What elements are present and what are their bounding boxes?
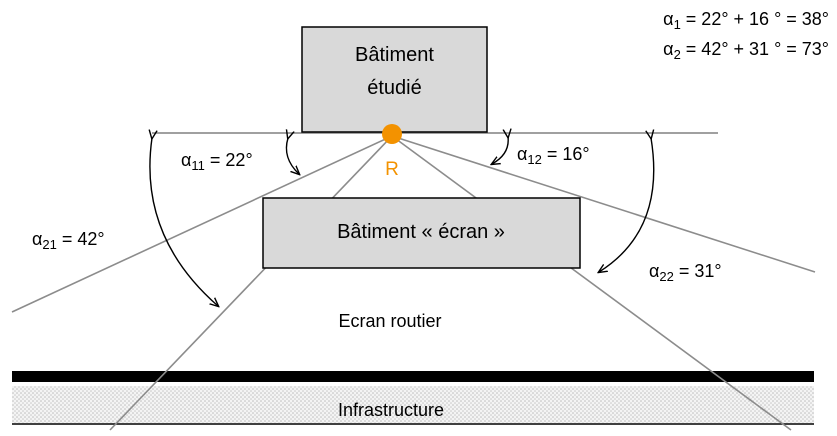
label-alpha-12: α12 = 16°	[517, 144, 590, 167]
arc-alpha-11	[285, 138, 299, 174]
infrastructure-label: Infrastructure	[338, 400, 444, 420]
label-alpha-22: α22 = 31°	[649, 261, 722, 284]
arc-alpha-21	[150, 138, 218, 306]
studied-building-label-2: étudié	[367, 77, 422, 99]
screen-building	[262, 197, 581, 269]
label-alpha-21: α21 = 42°	[32, 229, 105, 252]
arc-alpha-22	[599, 138, 655, 272]
label-alpha-11: α11 = 22°	[181, 150, 253, 173]
receiver-label: R	[385, 159, 399, 180]
screen-building-label: Bâtiment « écran »	[337, 221, 505, 243]
road-barrier	[12, 371, 814, 382]
formula-alpha-1: α1 = 22° + 16 ° = 38°	[663, 9, 829, 32]
arc-alpha-12	[492, 137, 508, 164]
road-screen-label: Ecran routier	[338, 311, 441, 331]
studied-building-label-1: Bâtiment	[355, 44, 434, 66]
receiver-point	[382, 124, 402, 144]
formula-alpha-2: α2 = 42° + 31 ° = 73°	[663, 39, 829, 62]
ray-left-inner	[109, 135, 393, 431]
ray-right-inner	[391, 135, 792, 431]
